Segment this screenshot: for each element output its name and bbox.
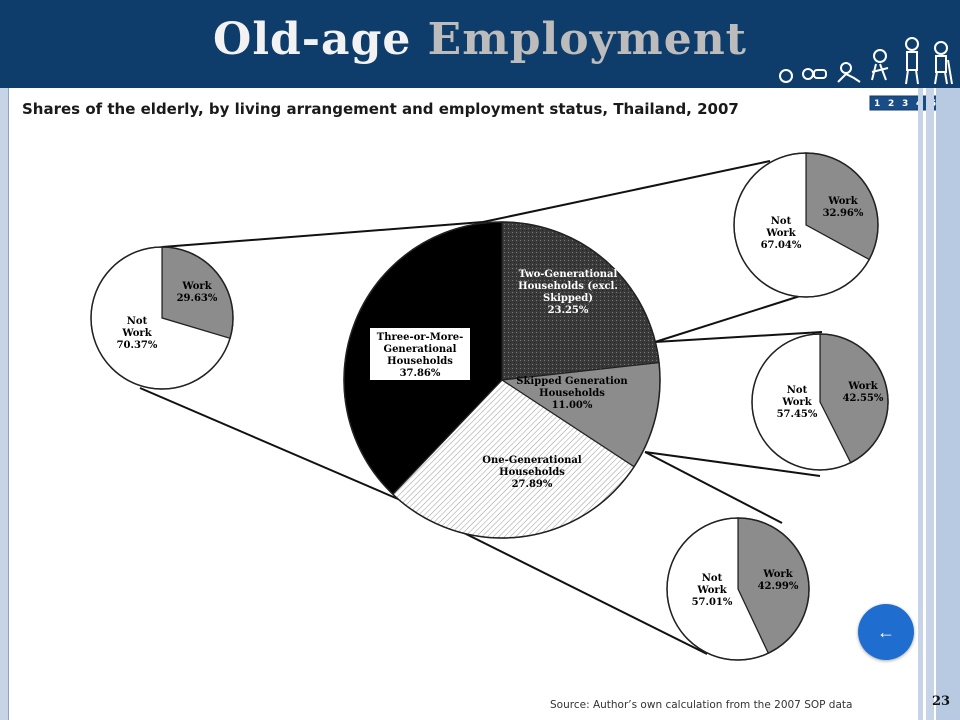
page-title: Old-age Employment	[0, 14, 960, 65]
pie-0-outline	[343, 221, 661, 539]
pie-3-slice-1-label: Not Work 57.45%	[777, 385, 818, 420]
pie-3-slice-0-label: Work 42.55%	[843, 381, 884, 404]
connector-line-4	[654, 295, 801, 343]
connector-line-6	[644, 451, 821, 477]
title-part-2: Employment	[427, 14, 748, 65]
connector-lines	[139, 160, 823, 655]
pies-group: Two-Generational Households (excl. Skipped…	[90, 152, 889, 661]
connector-line-8	[459, 530, 708, 655]
work-status-pie-1: Work 29.63% Not Work 70.37%	[90, 246, 234, 390]
connector-line-1	[161, 221, 484, 248]
pie-0-slice-1-label: Skipped Generation Households 11.00%	[516, 376, 628, 411]
right-border-inner	[918, 88, 923, 720]
pie-1-slice-0-label: Work 29.63%	[177, 281, 218, 304]
connector-line-2	[139, 387, 413, 506]
connector-line-7	[644, 451, 783, 524]
pie-0-slice-2-label: One-Generational Households 27.89%	[482, 455, 582, 490]
work-status-pie-3: Work 42.55% Not Work 57.45%	[751, 333, 889, 471]
title-part-1: Old-age	[212, 14, 412, 65]
right-border-outer	[936, 88, 960, 720]
pie-0-slice-3-label: Three-or-More-Generational Households 37.8…	[377, 332, 463, 379]
pie-0-slice-0-label: Two-Generational Households (excl. Skipped…	[518, 269, 618, 316]
step-3[interactable]: 3	[902, 99, 908, 109]
right-border-middle	[926, 88, 934, 720]
connector-line-3	[482, 160, 771, 223]
header-band	[0, 0, 960, 88]
chart-subtitle: Shares of the elderly, by living arrange…	[22, 100, 739, 118]
pie-4-outline	[666, 517, 810, 661]
left-border-line	[8, 88, 9, 720]
pie-2-slice-0-label: Work 32.96%	[823, 196, 864, 219]
pie-0-slice-3-label-bg	[370, 328, 470, 380]
page-number: 23	[932, 694, 951, 709]
work-status-pie-2: Work 32.96% Not Work 67.04%	[733, 152, 879, 298]
work-status-pie-4: Work 42.99% Not Work 57.01%	[666, 517, 810, 661]
pie-2-slice-1-label: Not Work 67.04%	[761, 216, 802, 251]
connector-line-5	[654, 331, 823, 343]
pie-2-outline	[733, 152, 879, 298]
step-1[interactable]: 1	[874, 99, 880, 109]
pie-3-outline	[751, 333, 889, 471]
arrow-left-icon: ←	[877, 622, 895, 642]
main-pie: Two-Generational Households (excl. Skipped…	[343, 221, 661, 539]
pie-1-slice-1-label: Not Work 70.37%	[117, 316, 158, 351]
source-note: Source: Author’s own calculation from th…	[550, 699, 853, 711]
left-border	[0, 88, 8, 720]
pie-4-slice-0-label: Work 42.99%	[758, 569, 799, 592]
life-stage-figures-icon	[779, 37, 953, 85]
pie-4-slice-1-label: Not Work 57.01%	[692, 573, 733, 608]
back-button[interactable]: ←	[858, 604, 914, 660]
pie-1-outline	[90, 246, 234, 390]
step-2[interactable]: 2	[888, 99, 894, 109]
